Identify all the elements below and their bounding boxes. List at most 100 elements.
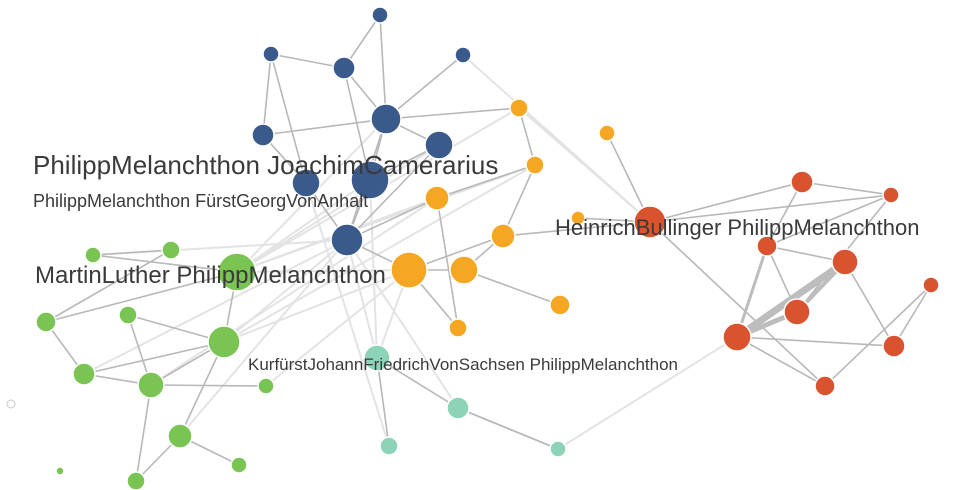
- labels: PhilippMelanchthon JoachimCamerarius Phi…: [33, 150, 919, 374]
- edge: [270, 53, 307, 184]
- node: [446, 396, 470, 420]
- edge: [385, 54, 464, 120]
- node: [549, 440, 567, 458]
- edge: [305, 182, 390, 447]
- node: [161, 240, 181, 260]
- node: [454, 46, 472, 64]
- edge: [135, 384, 152, 482]
- node: [6, 399, 16, 409]
- node: [814, 375, 836, 397]
- node: [783, 298, 811, 326]
- node: [831, 248, 859, 276]
- node: [449, 255, 479, 285]
- edge: [45, 271, 238, 323]
- node: [549, 294, 571, 316]
- edge: [766, 194, 892, 247]
- node: [371, 6, 389, 24]
- node: [207, 325, 241, 359]
- node: [525, 155, 545, 175]
- edge: [265, 269, 410, 387]
- node: [882, 186, 900, 204]
- node: [756, 235, 778, 257]
- node-label: PhilippMelanchthon FürstGeorgVonAnhalt: [33, 191, 368, 211]
- node: [633, 205, 667, 239]
- node: [424, 130, 454, 160]
- edge: [801, 181, 892, 196]
- edge: [92, 254, 238, 273]
- node: [217, 252, 257, 292]
- node: [350, 160, 390, 200]
- node: [922, 276, 940, 294]
- node: [570, 210, 586, 226]
- edge: [436, 197, 459, 329]
- edge: [457, 407, 559, 450]
- node: [84, 246, 102, 264]
- node: [257, 377, 275, 395]
- edge: [45, 249, 172, 323]
- edge: [346, 239, 378, 359]
- edge: [83, 341, 225, 375]
- edge: [766, 181, 803, 247]
- node: [424, 185, 450, 211]
- node: [230, 456, 248, 474]
- edge: [736, 336, 895, 347]
- edge: [236, 179, 371, 273]
- nodes: [6, 6, 940, 490]
- edge: [346, 144, 440, 241]
- node: [291, 168, 321, 198]
- node: [598, 124, 616, 142]
- node: [722, 322, 752, 352]
- edge: [236, 269, 410, 273]
- edge: [92, 249, 172, 256]
- edge: [376, 357, 459, 409]
- edge: [236, 164, 536, 273]
- node: [363, 344, 391, 372]
- edge: [736, 336, 826, 387]
- node: [126, 471, 146, 490]
- node: [370, 103, 402, 135]
- edge: [369, 179, 378, 359]
- node-label: MartinLuther PhilippMelanchthon: [35, 262, 386, 289]
- edge: [236, 144, 440, 273]
- node: [379, 436, 399, 456]
- node: [137, 371, 165, 399]
- node-label: KurfürstJohannFriedrichVonSachsen Philip…: [248, 355, 678, 374]
- node: [262, 45, 280, 63]
- edge: [735, 259, 847, 340]
- node: [509, 98, 529, 118]
- node-label: PhilippMelanchthon JoachimCamerarius: [33, 150, 498, 180]
- edge: [502, 221, 651, 237]
- edge: [262, 118, 387, 136]
- node: [72, 362, 96, 386]
- edge: [649, 194, 892, 223]
- edge: [649, 181, 803, 223]
- edge: [83, 239, 348, 375]
- edge: [893, 284, 932, 347]
- node: [251, 123, 275, 147]
- edge: [179, 341, 225, 437]
- edge: [376, 357, 390, 447]
- node: [330, 223, 364, 257]
- node: [55, 466, 65, 476]
- edge: [649, 221, 826, 387]
- node: [790, 170, 814, 194]
- edge: [502, 164, 536, 237]
- edge: [518, 107, 651, 223]
- edge: [150, 384, 267, 387]
- node: [35, 311, 57, 333]
- edge: [179, 239, 348, 437]
- edge: [436, 164, 536, 199]
- node: [448, 318, 468, 338]
- node: [882, 334, 906, 358]
- node: [167, 423, 193, 449]
- edge: [223, 164, 536, 343]
- edge: [824, 284, 932, 387]
- node: [390, 251, 428, 289]
- edge: [844, 261, 895, 347]
- node: [118, 305, 138, 325]
- edge: [262, 53, 272, 136]
- edge: [518, 107, 536, 166]
- node: [332, 56, 356, 80]
- edge: [385, 107, 520, 120]
